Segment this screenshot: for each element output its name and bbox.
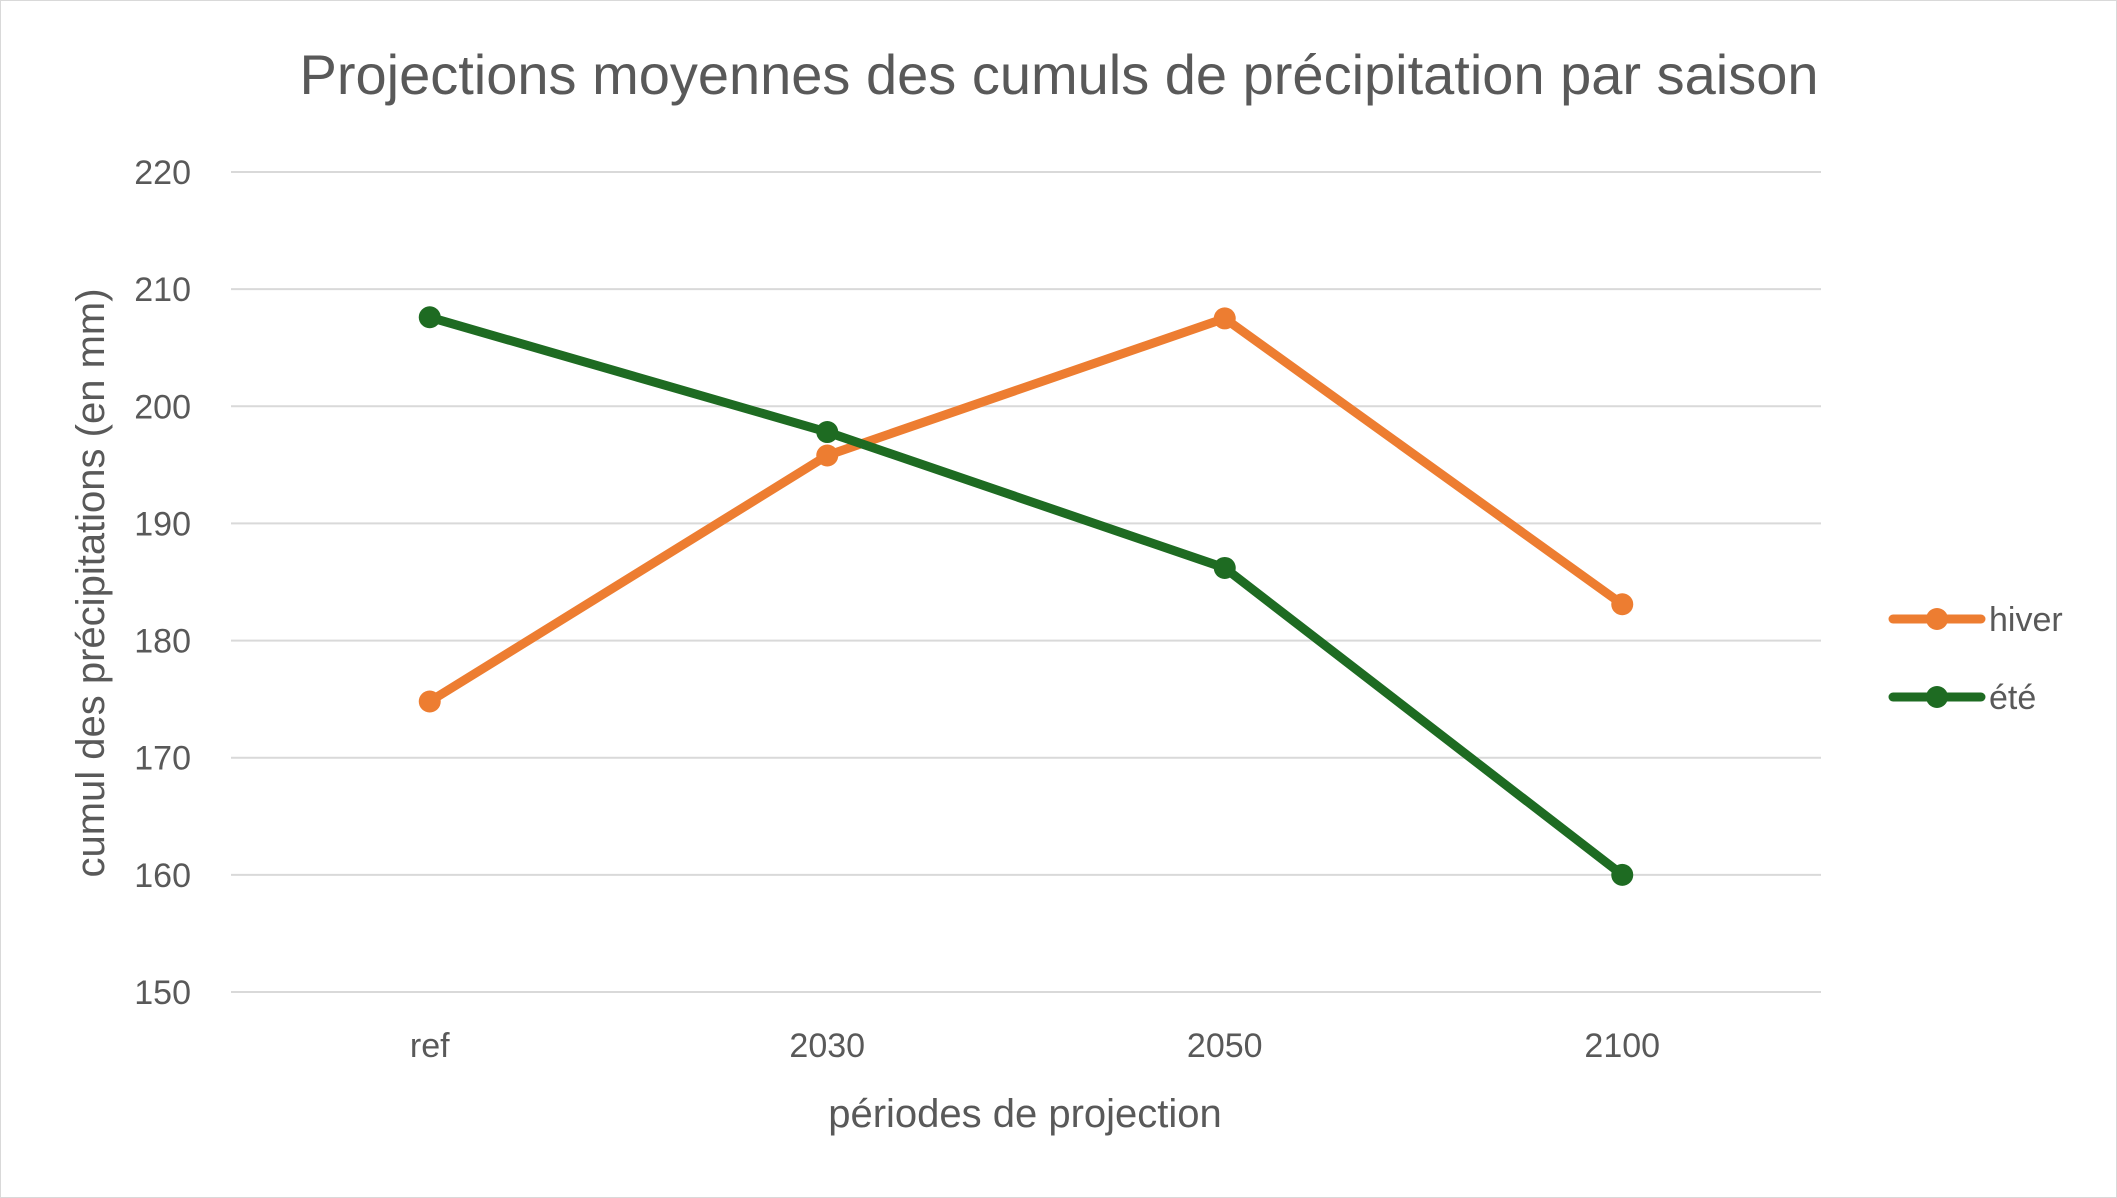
y-tick-label: 200: [134, 388, 191, 426]
x-tick-label: 2030: [789, 1027, 865, 1065]
chart-title: Projections moyennes des cumuls de préci…: [299, 43, 1818, 106]
y-tick-label: 190: [134, 505, 191, 543]
y-tick-label: 210: [134, 271, 191, 309]
data-point: [1213, 556, 1236, 579]
y-tick-label: 170: [134, 740, 191, 778]
y-tick-label: 180: [134, 623, 191, 661]
data-point: [816, 421, 839, 444]
x-tick-label: 2100: [1584, 1027, 1660, 1065]
x-axis-title: périodes de projection: [828, 1092, 1222, 1136]
y-tick-label: 160: [134, 857, 191, 895]
legend-label: hiver: [1989, 601, 2063, 639]
data-point: [816, 444, 839, 467]
series-lines: [418, 306, 1634, 886]
data-point: [1213, 307, 1236, 330]
data-point: [1611, 863, 1634, 886]
series-line: [425, 313, 1627, 706]
gridlines: [231, 171, 1821, 993]
y-tick-label: 220: [134, 154, 191, 192]
data-point: [418, 306, 441, 329]
data-point: [418, 690, 441, 713]
legend-marker: [1926, 686, 1948, 708]
data-point: [1611, 593, 1634, 616]
x-axis-ticks: ref 2030 2050 2100: [410, 1027, 1660, 1065]
series-line: [425, 312, 1627, 880]
y-tick-label: 150: [134, 974, 191, 1012]
y-axis-ticks: 150 160 170 180 190 200 210 220: [134, 154, 191, 1012]
legend-label: été: [1989, 679, 2036, 717]
x-tick-label: 2050: [1187, 1027, 1263, 1065]
y-axis-title: cumul des précipitations (en mm): [69, 288, 113, 877]
x-tick-label: ref: [410, 1027, 450, 1065]
legend: hiver été: [1888, 601, 2063, 717]
legend-marker: [1926, 608, 1948, 630]
